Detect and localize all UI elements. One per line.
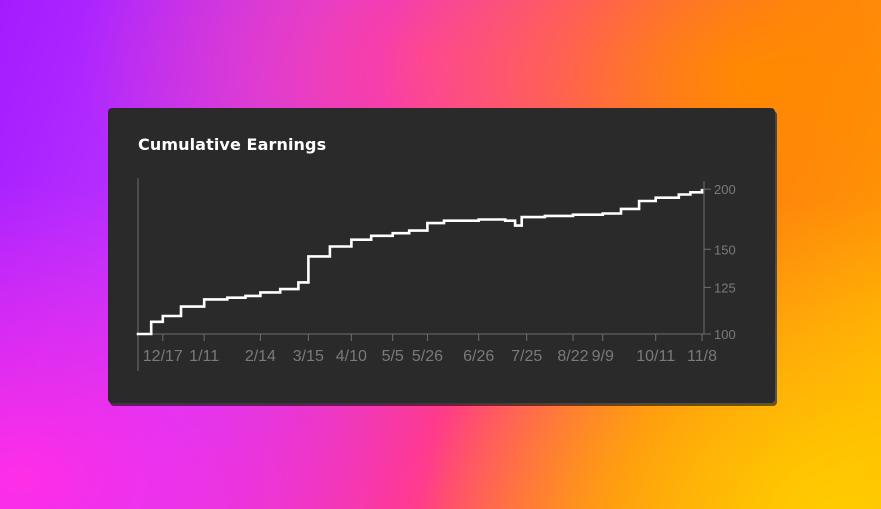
x-tick-label: 10/11 xyxy=(636,348,675,365)
chart-title: Cumulative Earnings xyxy=(138,135,327,154)
y-tick-label: 150 xyxy=(714,242,736,257)
x-tick-label: 5/5 xyxy=(382,348,404,365)
x-tick-label: 1/11 xyxy=(189,348,219,365)
x-tick-label: 8/22 xyxy=(557,348,588,365)
x-tick-label: 3/15 xyxy=(293,348,324,365)
x-tick-group: 12/17 1/11 2/14 3/15 4/10 5/5 5/26 6/26 7/25 8/22… xyxy=(143,334,717,365)
x-tick-label: 11/8 xyxy=(687,348,717,365)
x-tick-label: 2/14 xyxy=(245,348,276,365)
x-tick-label: 9/9 xyxy=(592,348,614,365)
y-tick-label: 100 xyxy=(714,327,736,342)
x-tick-label: 5/26 xyxy=(412,348,443,365)
earnings-card: Cumulative Earnings 12/17 1/11 2/14 3/15 4/1… xyxy=(108,108,775,403)
x-tick-label: 7/25 xyxy=(511,348,542,365)
x-tick-label: 6/26 xyxy=(463,348,494,365)
y-tick-label: 200 xyxy=(714,182,736,197)
x-tick-label: 4/10 xyxy=(336,348,367,365)
earnings-series-line xyxy=(136,188,704,336)
x-tick-label: 12/17 xyxy=(143,348,183,365)
cumulative-earnings-chart: 12/17 1/11 2/14 3/15 4/10 5/5 5/26 6/26 7/25 8/22… xyxy=(136,178,736,371)
y-tick-group: 100 125 150 200 xyxy=(704,182,736,342)
y-tick-label: 125 xyxy=(714,280,736,295)
